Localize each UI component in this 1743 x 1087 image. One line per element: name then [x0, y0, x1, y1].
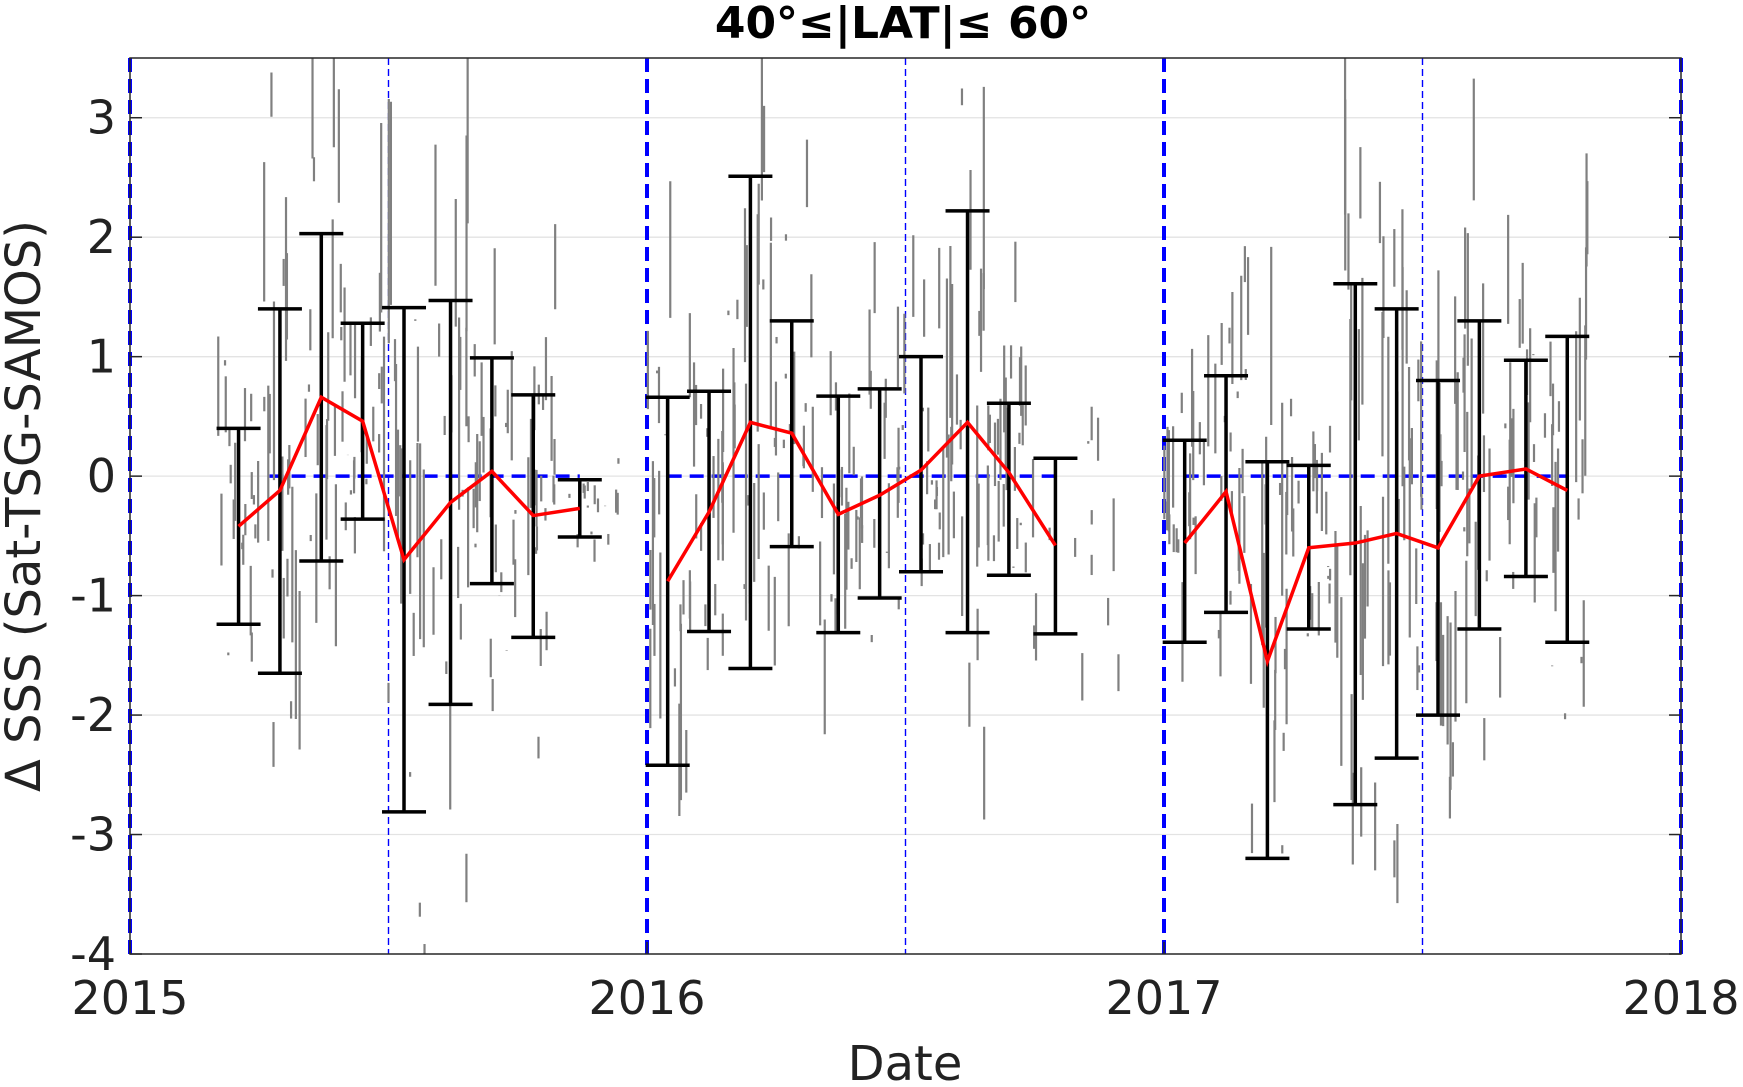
y-tick-label: 3 — [87, 91, 116, 145]
x-tick-label: 2018 — [1622, 971, 1739, 1025]
y-tick-label: 0 — [87, 449, 116, 503]
y-axis-ticks: -4 -3 -2 -1 0 1 2 3 — [70, 91, 1681, 981]
x-tick-label: 2016 — [588, 971, 705, 1025]
y-tick-label: -1 — [70, 569, 116, 623]
x-axis-ticks: 2015 2016 2017 2018 — [71, 942, 1740, 1025]
mean-line-layer — [237, 394, 1569, 668]
chart-title: 40°≤|LAT|≤ 60° — [715, 0, 1091, 49]
y-tick-label: -3 — [70, 808, 116, 862]
y-tick-label: 2 — [87, 210, 116, 264]
x-tick-label: 2015 — [71, 971, 188, 1025]
y-axis-label: Δ SSS (Sat-TSG-SAMOS) — [0, 220, 52, 792]
mean-line — [1183, 467, 1569, 668]
mean-line — [666, 419, 1057, 583]
plot-area — [128, 57, 1683, 955]
plot-frame — [129, 57, 1682, 955]
y-tick-label: -2 — [70, 688, 116, 742]
x-axis-label: Date — [848, 1036, 963, 1087]
x-tick-label: 2017 — [1105, 971, 1222, 1025]
y-tick-label: -4 — [70, 927, 116, 981]
mean-line — [237, 394, 581, 564]
y-tick-label: 1 — [87, 330, 116, 384]
